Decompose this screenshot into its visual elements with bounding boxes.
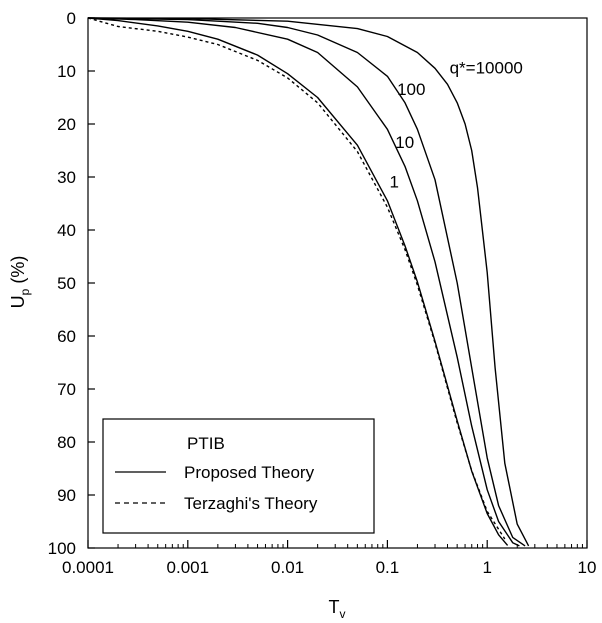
y-tick-label: 30 <box>57 168 76 187</box>
x-tick-label: 0.01 <box>271 558 304 577</box>
curve-label: 10 <box>395 133 414 152</box>
curve-label: 100 <box>397 80 425 99</box>
series-group <box>87 17 530 547</box>
y-tick-label: 90 <box>57 486 76 505</box>
y-axis-title: Up (%) <box>8 256 32 309</box>
curve-label: 1 <box>390 173 399 192</box>
legend-label-terzaghi: Terzaghi's Theory <box>184 494 318 513</box>
y-tick-label: 50 <box>57 274 76 293</box>
y-tick-label: 20 <box>57 115 76 134</box>
x-tick-label: 10 <box>578 558 597 577</box>
curve-label: q*=10000 <box>450 59 523 78</box>
x-tick-label: 0.001 <box>167 558 210 577</box>
y-tick-label: 40 <box>57 221 76 240</box>
x-axis: 0.0001 0.001 0.01 0.1 1 10 <box>62 540 596 577</box>
y-tick-label: 100 <box>48 539 76 558</box>
x-tick-label: 0.0001 <box>62 558 114 577</box>
y-tick-label: 60 <box>57 327 76 346</box>
series-proposed-line-3 <box>87 17 526 547</box>
y-tick-label: 70 <box>57 380 76 399</box>
legend-label-proposed: Proposed Theory <box>184 463 315 482</box>
y-tick-label: 0 <box>67 9 76 28</box>
legend-box <box>102 418 375 534</box>
series-proposed-line-2 <box>87 17 520 547</box>
legend-title: PTIB <box>187 434 225 453</box>
legend: PTIB Proposed Theory Terzaghi's Theory <box>102 418 375 534</box>
x-axis-title: Tv <box>329 597 346 621</box>
series-proposed-line-1 <box>87 17 509 546</box>
curve-labels: q*=10000 100 10 1 <box>390 59 523 192</box>
series-proposed-line-4 <box>87 17 530 547</box>
y-axis: 0 10 20 30 40 50 60 70 80 90 100 <box>48 9 95 558</box>
y-tick-label: 10 <box>57 62 76 81</box>
x-tick-label: 0.1 <box>376 558 400 577</box>
x-tick-label: 1 <box>482 558 491 577</box>
y-tick-label: 80 <box>57 433 76 452</box>
